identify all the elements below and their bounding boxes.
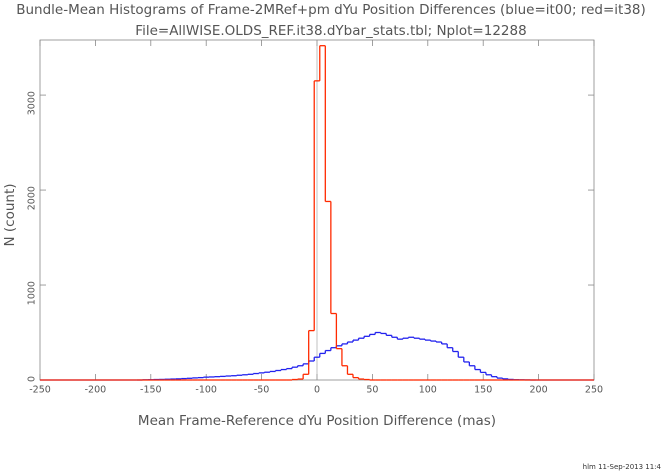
y-tick-label: 1000 [27, 281, 38, 305]
chart-subtitle: File=AllWISE.OLDS_REF.it38.dYbar_stats.t… [135, 23, 526, 39]
y-tick-label: 0 [27, 376, 38, 382]
x-tick-label: -100 [195, 385, 217, 396]
x-tick-label: 200 [530, 385, 548, 396]
x-tick-label: 150 [474, 385, 492, 396]
x-tick-label: 50 [366, 385, 378, 396]
x-tick-label: -50 [254, 385, 270, 396]
x-tick-label: 250 [585, 385, 603, 396]
x-axis-label: Mean Frame-Reference dYu Position Differ… [138, 413, 496, 429]
footer: hlm 11-Sep-2013 11:4 [583, 463, 662, 471]
y-axis-label: N (count) [2, 183, 18, 246]
x-tick-label: 0 [314, 385, 320, 396]
x-tick-label: 100 [419, 385, 437, 396]
x-tick-label: -200 [85, 385, 107, 396]
x-tick-label: -150 [140, 385, 162, 396]
y-tick-label: 3000 [27, 91, 38, 115]
chart-title: Bundle-Mean Histograms of Frame-2MRef+pm… [16, 2, 646, 18]
y-tick-label: 2000 [27, 186, 38, 210]
x-tick-label: -250 [29, 385, 51, 396]
